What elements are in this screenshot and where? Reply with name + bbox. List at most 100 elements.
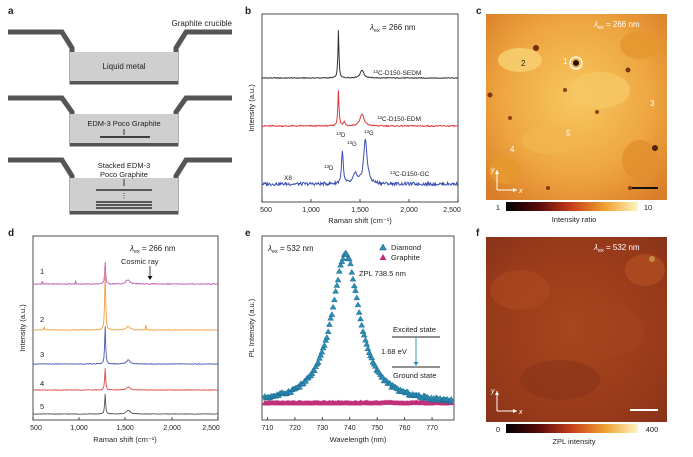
cbar-max-c: 10 [644,203,652,212]
xtick-e-3: 740 [344,425,356,432]
diamond-point [337,261,344,268]
plot-frame-e [261,235,455,421]
xtick-e-0: 710 [262,425,274,432]
peak-13g-top: 13G [364,129,374,137]
map-c-texture [487,31,660,190]
marker-dot-1 [573,60,579,66]
diamond-point [353,294,361,301]
xtick-b-3: 2,000 [400,207,418,214]
trace-label-d-1: 1 [40,267,44,276]
marker-label-3: 3 [650,99,655,108]
label-edm: 13C-D150-EDM [377,115,421,123]
xticks-d: 500 1,000 1,500 2,000 2,500 [30,417,220,432]
trace-d-1 [32,261,219,286]
diamond-point [326,321,333,327]
colorbar-c [506,202,638,211]
xticks-b: 500 1,000 1,500 2,000 2,500 [260,199,461,214]
legend-graphite-marker [379,254,387,260]
diamond-point [348,269,356,275]
diamond-point [345,255,353,262]
diamond-point [321,342,328,348]
lambda-d: λex = 266 nm [129,244,176,255]
legend-graphite-label: Graphite [391,253,420,262]
xtick-d-2: 1,500 [116,425,134,432]
xlabel-e: Wavelength (nm) [330,435,387,444]
diamond-point [302,377,310,384]
trace-label-d-3: 3 [40,350,44,359]
xtick-e-2: 730 [316,425,328,432]
diamond-point [368,354,376,361]
ylabel-d: Intensity (a.u.) [18,304,27,352]
axis-x-c: x [518,188,523,195]
lambda-c: λex = 266 nm [593,20,640,31]
energy-label: 1.68 eV [381,347,407,356]
peak-13d-left: 13D [324,164,334,172]
cbar-max-f: 400 [646,425,659,434]
legend-diamond-label: Diamond [391,243,421,252]
xtick-e-5: 760 [399,425,411,432]
diamond-point [332,288,339,294]
axes-icon-c: x y [490,167,523,195]
crucible-label: Graphite crucible [172,19,233,28]
diamond-point [363,341,371,347]
diamond-point [355,309,363,315]
plot-frame-d [32,235,219,421]
diamond-point [339,255,347,261]
cbar-label-f: ZPL intensity [552,437,595,446]
diamond-point [327,314,334,321]
diamond-point [329,303,337,310]
diamond-point [347,260,354,267]
diamond-point [358,321,366,328]
diamond-point [322,337,330,343]
crucible-wall-1 [8,29,232,85]
transition-arrowhead [413,362,419,366]
trace-d-5 [32,393,219,415]
marker-label-1: 1 [563,57,568,66]
stacked-label-2: Poco Graphite [100,170,148,179]
ylabel-e: PL Intensity (a.u.) [247,298,256,357]
marker-label-4: 4 [510,145,515,154]
trace-edm [261,90,459,128]
diamond-point [359,328,367,334]
xtick-d-1: 1,000 [70,425,88,432]
legend-diamond-marker [379,243,387,251]
diamond-point [311,367,318,373]
diamond-point [308,370,316,376]
diamond-point [316,355,323,361]
lambda-e: λex = 532 nm [267,244,314,255]
xtick-e-4: 750 [371,425,383,432]
diamond-point [360,331,368,338]
panel-label-a: a [8,6,14,17]
map-f-texture [490,254,665,400]
xlabel-d: Raman shift (cm⁻¹) [93,435,157,444]
cbar-min-c: 1 [496,203,500,212]
diamond-point [331,296,338,303]
trace-d-2 [32,270,218,331]
liquid-metal-label: Liquid metal [102,62,145,71]
edm3-label: EDM-3 Poco Graphite [87,119,160,128]
trace-label-d-2: 2 [40,315,44,324]
xtick-e-6: 770 [426,425,438,432]
panel-label-d: d [8,228,14,239]
diamond-point [333,282,341,288]
xtick-d-3: 2,000 [163,425,181,432]
diamond-point [335,268,343,274]
trace-d-4 [33,368,219,391]
panel-a: a Graphite crucible Liquid metal EDM-3 P… [8,6,233,215]
excited-label: Excited state [393,325,436,334]
diamond-point [362,336,369,343]
panel-label-b: b [245,6,251,17]
stack-dots: ⋮ [121,193,128,200]
diamond-point [354,301,362,308]
diamond-point [323,334,331,340]
panel-label-f: f [476,228,480,239]
peak-13d-top: 13D [336,131,346,139]
diamond-point [314,359,322,365]
diamond-point [296,383,303,390]
marker-circle-1 [569,56,583,70]
xticks-e: 710 720 730 740 750 760 770 [262,417,438,432]
xtick-b-1: 1,000 [302,207,320,214]
diamond-point [447,396,455,402]
panel-e: e λex = 532 nm PL Intensity (a.u.) Diamo… [245,228,455,444]
xtick-b-4: 2,500 [443,207,461,214]
